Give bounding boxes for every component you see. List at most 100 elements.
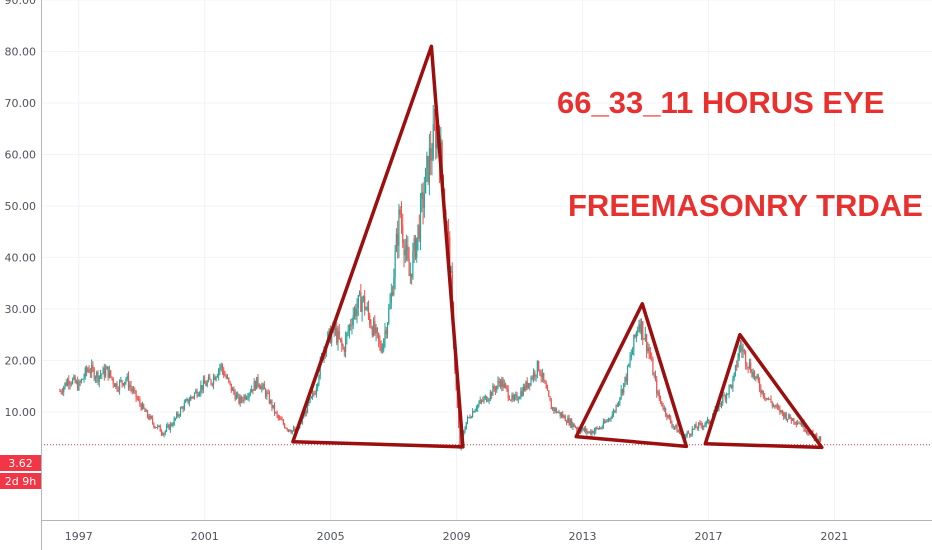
candle-body <box>558 411 560 413</box>
candle-body <box>686 432 688 435</box>
candle-body <box>791 418 794 421</box>
candle-body <box>276 412 278 416</box>
candle-body <box>198 392 201 395</box>
candle-body <box>644 334 646 340</box>
candle-body <box>409 273 411 276</box>
candle-body <box>339 338 342 340</box>
candle-body <box>423 193 425 208</box>
candle-body <box>69 383 71 385</box>
candle-body <box>178 415 180 416</box>
candle-body <box>107 366 109 378</box>
candle-body <box>79 381 81 383</box>
candle-body <box>305 411 307 414</box>
candle-body <box>78 381 80 390</box>
candle-body <box>343 348 345 352</box>
candle-body <box>126 375 128 380</box>
triangle-drawing[interactable] <box>291 44 465 449</box>
candle-body <box>522 386 524 396</box>
candle-body <box>171 423 173 426</box>
candle-body <box>93 368 95 380</box>
candle-body <box>342 345 344 349</box>
candle-body <box>389 302 391 309</box>
candle-body <box>799 423 801 424</box>
candle-body <box>197 394 199 397</box>
candle-body <box>765 397 767 400</box>
candle-body <box>378 332 380 341</box>
candle-body <box>229 381 231 384</box>
candle-body <box>724 395 726 400</box>
candle-body <box>725 393 728 400</box>
candle-body <box>732 378 734 388</box>
candle-body <box>253 381 255 391</box>
candle-body <box>366 306 368 310</box>
candle-body <box>233 388 235 393</box>
triangle-drawing[interactable] <box>574 302 689 449</box>
candle-body <box>267 392 269 394</box>
candle-body <box>169 423 171 430</box>
candle-body <box>263 384 265 390</box>
candle-body <box>808 432 810 435</box>
candle-body <box>564 415 566 422</box>
candle-body <box>148 416 150 420</box>
candle-body <box>398 209 400 246</box>
candle-body <box>273 405 276 413</box>
candle-body <box>155 427 157 428</box>
candle-body <box>781 410 784 413</box>
candle-body <box>587 432 589 434</box>
candle-body <box>186 398 188 401</box>
candle-body <box>140 404 142 410</box>
candle-body <box>122 383 124 386</box>
triangle-drawing[interactable] <box>703 332 824 450</box>
candle-body <box>188 400 191 404</box>
candle-body <box>388 308 390 324</box>
candle-body <box>306 403 309 414</box>
candle-body <box>722 395 724 404</box>
candle-body <box>571 419 573 428</box>
candle-body <box>418 224 420 239</box>
candle-body <box>465 421 467 430</box>
candle-body <box>776 405 778 407</box>
candle-body <box>535 374 537 377</box>
triangle-drawings[interactable] <box>291 44 824 450</box>
candle-body <box>737 357 739 367</box>
candle-body <box>384 330 386 340</box>
candle-body <box>731 384 733 388</box>
candle-body <box>634 334 636 337</box>
candle-body <box>185 400 187 403</box>
candle-body <box>121 380 123 384</box>
candle-body <box>750 362 752 373</box>
candle-body <box>607 418 610 421</box>
candle-body <box>649 352 651 359</box>
candle-body <box>351 325 353 326</box>
candle-body <box>760 388 762 394</box>
candle-body <box>734 365 737 374</box>
candle-body <box>145 410 147 412</box>
candle-body <box>626 366 629 382</box>
candle-body <box>491 392 493 396</box>
candle-body <box>527 383 530 388</box>
candle-body <box>758 381 761 389</box>
candle-body <box>234 392 236 400</box>
y-axis[interactable]: 10.00 20.00 30.00 40.00 50.00 60.00 70.00 80.00… <box>5 0 37 419</box>
candle-body <box>466 417 469 422</box>
y-tick-label: 40.00 <box>5 251 37 264</box>
candle-body <box>727 393 729 395</box>
candle-body <box>99 374 102 376</box>
candle-body <box>492 386 494 396</box>
candle-body <box>772 405 775 407</box>
candle-body <box>268 393 271 404</box>
candle-body <box>637 330 639 332</box>
candle-body <box>639 324 641 333</box>
candle-body <box>149 415 151 420</box>
candle-body <box>625 376 627 382</box>
candle-body <box>591 431 593 435</box>
candle-body <box>425 168 427 194</box>
candle-body <box>775 405 777 407</box>
candle-body <box>421 192 423 199</box>
candle-body <box>720 403 723 405</box>
candle-body <box>386 323 389 335</box>
x-axis[interactable]: 1997 2001 2005 2009 2013 2017 2021 <box>65 530 849 543</box>
candle-body <box>678 431 681 434</box>
candle-body <box>743 350 745 352</box>
